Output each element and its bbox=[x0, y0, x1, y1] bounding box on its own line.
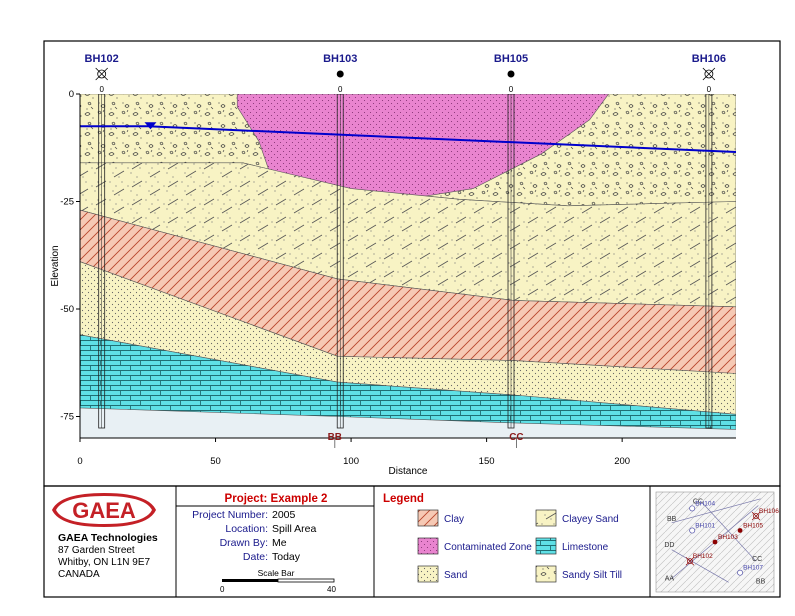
legend-item: Sandy Silt Till bbox=[536, 566, 622, 582]
x-tick-label: 50 bbox=[210, 456, 221, 467]
scale-bar: Scale Bar 0 40 bbox=[220, 568, 336, 594]
location-label: Location: bbox=[225, 523, 268, 535]
map-borehole-label: BH103 bbox=[718, 534, 738, 541]
legend-item: Limestone bbox=[536, 538, 609, 554]
borehole-top-value: 0 bbox=[338, 85, 343, 94]
map-section-label: BB bbox=[667, 516, 677, 523]
project-number-value: 2005 bbox=[272, 509, 296, 521]
section-marker-label: BB bbox=[328, 432, 342, 443]
drawn-by-value: Me bbox=[272, 537, 287, 549]
borehole-label: BH106 bbox=[692, 53, 726, 65]
project-title: Project: Example 2 bbox=[225, 493, 328, 505]
company-logo: GAEA bbox=[52, 493, 156, 527]
x-axis-label: Distance bbox=[389, 466, 428, 477]
borehole-top-value: 0 bbox=[99, 85, 104, 94]
legend-item: Sand bbox=[418, 566, 467, 582]
y-tick-label: 0 bbox=[69, 89, 74, 100]
map-borehole-dot-icon bbox=[713, 540, 718, 545]
drawn-by-label: Drawn By: bbox=[220, 537, 268, 549]
project-number-label: Project Number: bbox=[192, 509, 268, 521]
x-axis-ticks: 0 50 100 150 200 bbox=[77, 438, 630, 467]
map-borehole-open-icon bbox=[690, 506, 695, 511]
borehole-symbol-icon bbox=[96, 68, 108, 80]
borehole-symbol-icon bbox=[508, 71, 515, 78]
map-borehole-label: BH107 bbox=[743, 565, 763, 572]
company-name: GAEA Technologies bbox=[58, 532, 158, 544]
date-value: Today bbox=[272, 551, 301, 563]
map-section-label: BB bbox=[756, 578, 766, 585]
legend-swatch bbox=[536, 510, 556, 526]
borehole-symbol-icon bbox=[337, 71, 344, 78]
borehole-label: BH103 bbox=[323, 53, 357, 65]
legend-label: Contaminated Zone bbox=[444, 542, 532, 553]
map-borehole-dot-icon bbox=[738, 528, 743, 533]
cross-section-plot bbox=[80, 94, 736, 438]
legend: Legend Clay Clayey Sand Contaminated Zone L… bbox=[383, 493, 622, 582]
x-tick-label: 200 bbox=[614, 456, 630, 467]
legend-title: Legend bbox=[383, 493, 424, 505]
y-axis-ticks: 0 -25 -50 -75 bbox=[60, 89, 80, 423]
legend-item: Clay bbox=[418, 510, 464, 526]
scale-bar-label: Scale Bar bbox=[258, 568, 295, 578]
x-tick-label: 150 bbox=[479, 456, 495, 467]
borehole-top-value: 0 bbox=[509, 85, 514, 94]
borehole-label: BH105 bbox=[494, 53, 528, 65]
section-marker-label: CC bbox=[509, 432, 523, 443]
company-block: GAEA GAEA Technologies 87 Garden Street … bbox=[52, 493, 158, 580]
legend-item: Contaminated Zone bbox=[418, 538, 532, 554]
site-location-map: CC BB DD AA CC BB BH104 BH106 BH101 BH105 BH103 BH1… bbox=[656, 492, 779, 592]
map-borehole-label: BH101 bbox=[695, 522, 715, 529]
legend-label: Sandy Silt Till bbox=[562, 570, 622, 581]
borehole-label: BH102 bbox=[85, 53, 119, 65]
legend-item: Clayey Sand bbox=[536, 510, 619, 526]
logo-text: GAEA bbox=[72, 498, 136, 523]
borehole-labels: BH102 0 BH103 0 BH105 0 BH106 0 bbox=[85, 53, 726, 94]
location-value: Spill Area bbox=[272, 523, 317, 535]
map-borehole-label: BH105 bbox=[743, 522, 763, 529]
company-address-line: 87 Garden Street bbox=[58, 545, 135, 556]
y-tick-label: -75 bbox=[60, 412, 74, 423]
legend-swatch bbox=[418, 510, 438, 526]
legend-label: Clayey Sand bbox=[562, 514, 619, 525]
legend-swatch bbox=[418, 566, 438, 582]
y-tick-label: -25 bbox=[60, 197, 74, 208]
map-borehole-open-icon bbox=[690, 528, 695, 533]
map-section-label: AA bbox=[665, 575, 675, 582]
date-label: Date: bbox=[243, 551, 268, 563]
map-borehole-label: BH104 bbox=[695, 500, 715, 507]
legend-swatch bbox=[418, 538, 438, 554]
borehole-symbol-icon bbox=[703, 68, 715, 80]
borehole-top-value: 0 bbox=[707, 85, 712, 94]
company-address-line: Whitby, ON L1N 9E7 bbox=[58, 557, 151, 568]
legend-label: Limestone bbox=[562, 542, 609, 553]
map-borehole-label: BH102 bbox=[693, 553, 713, 560]
legend-swatch bbox=[536, 538, 556, 554]
map-section-label: CC bbox=[752, 556, 762, 563]
y-axis-label: Elevation bbox=[50, 245, 61, 286]
y-tick-label: -50 bbox=[60, 304, 74, 315]
map-borehole-open-icon bbox=[737, 570, 742, 575]
scale-bar-start: 0 bbox=[220, 585, 225, 594]
x-tick-label: 0 bbox=[77, 456, 82, 467]
strata-layers bbox=[80, 94, 736, 429]
map-section-label: DD bbox=[664, 542, 674, 549]
geological-cross-section-figure: 0 50 100 150 200 0 -25 -50 -75 Distance Elevati… bbox=[0, 0, 795, 616]
project-block: Project: Example 2 Project Number: 2005 … bbox=[176, 493, 374, 594]
scale-bar-end: 40 bbox=[327, 585, 336, 594]
map-borehole-label: BH106 bbox=[759, 508, 779, 515]
legend-swatch bbox=[536, 566, 556, 582]
legend-label: Sand bbox=[444, 570, 467, 581]
legend-label: Clay bbox=[444, 514, 464, 525]
company-address-line: CANADA bbox=[58, 569, 100, 580]
x-tick-label: 100 bbox=[343, 456, 359, 467]
